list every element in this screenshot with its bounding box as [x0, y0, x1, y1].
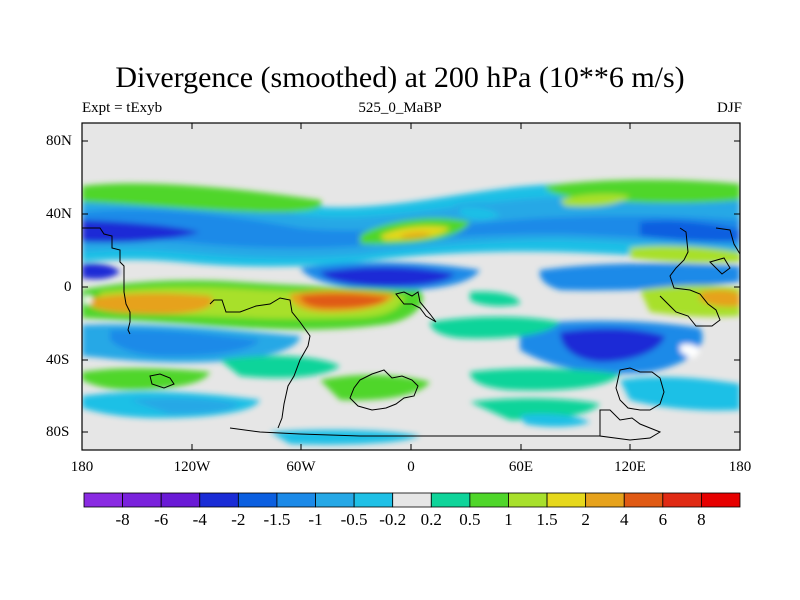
colorbar-label: -0.5 [340, 510, 368, 529]
colorbar-swatch [585, 492, 625, 508]
colorbar-label: 1 [504, 510, 513, 529]
colorbar-swatch [508, 492, 548, 508]
colorbar-label: -4 [192, 510, 207, 529]
colorbar-label: -1 [308, 510, 323, 529]
tick-marks [82, 123, 740, 450]
colorbar-swatch [160, 492, 201, 508]
x-tick-60e: 60E [508, 459, 534, 475]
colorbar-swatch [546, 492, 587, 508]
colorbar-swatch [199, 492, 239, 508]
x-tick-0: 0 [407, 459, 415, 475]
colorbar-label: 2 [581, 510, 590, 529]
x-tick-180w: 180 [70, 459, 94, 475]
colorbar [83, 492, 741, 508]
x-tick-120w: 120W [173, 459, 211, 475]
y-tick-0: 0 [64, 279, 72, 295]
colorbar-swatch [237, 492, 278, 508]
y-tick-80s: 80S [46, 424, 70, 440]
colorbar-swatch [623, 492, 664, 508]
colorbar-swatch [701, 492, 741, 508]
colorbar-label: 4 [619, 510, 629, 529]
colorbar-swatch [392, 492, 432, 508]
colorbar-label: -6 [154, 510, 169, 529]
contour-fill [82, 123, 740, 450]
colorbar-label: -1.5 [263, 510, 291, 529]
y-tick-40n: 40N [46, 206, 72, 222]
colorbar-label: -0.2 [379, 510, 407, 529]
colorbar-label: 1.5 [536, 510, 558, 529]
y-tick-80n: 80N [46, 133, 72, 149]
colorbar-label: -2 [231, 510, 246, 529]
colorbar-swatch [276, 492, 316, 508]
colorbar-swatch [469, 492, 509, 508]
case-label: 525_0_MaBP [358, 100, 442, 116]
colorbar-swatch [353, 492, 394, 508]
colorbar-swatch [122, 492, 162, 508]
chart-title: Divergence (smoothed) at 200 hPa (10**6 … [115, 61, 685, 94]
colorbar-label: 0.5 [459, 510, 481, 529]
y-tick-40s: 40S [46, 352, 70, 368]
experiment-label: Expt = tExyb [82, 100, 163, 116]
colorbar-label: -8 [115, 510, 130, 529]
season-label: DJF [716, 100, 742, 116]
x-tick-180e: 180 [728, 459, 752, 475]
coastlines [82, 227, 740, 441]
x-tick-120e: 120E [614, 459, 646, 475]
x-tick-60w: 60W [286, 459, 316, 475]
colorbar-swatch [315, 492, 355, 508]
colorbar-label: 6 [658, 510, 668, 529]
colorbar-label: 8 [697, 510, 706, 529]
colorbar-swatch [83, 492, 123, 508]
colorbar-swatch [430, 492, 471, 508]
colorbar-swatch [662, 492, 702, 508]
colorbar-label: 0.2 [420, 510, 442, 529]
